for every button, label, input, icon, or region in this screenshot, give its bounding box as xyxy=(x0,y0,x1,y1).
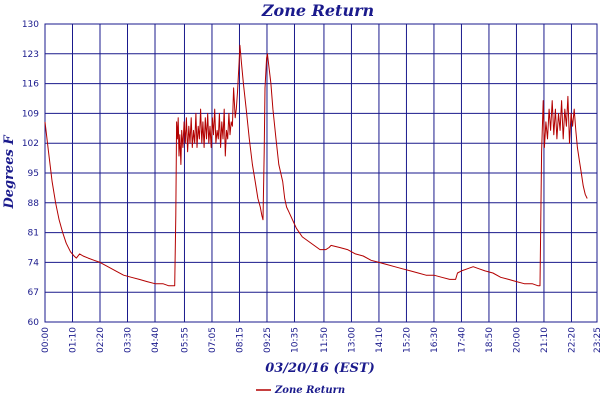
x-tick-label: 21:10 xyxy=(540,327,550,353)
x-tick-label: 02:20 xyxy=(96,327,106,353)
legend: Zone Return xyxy=(256,385,345,396)
y-tick-label: 116 xyxy=(22,80,39,90)
grid-layer xyxy=(44,23,598,323)
x-tick-label: 23:25 xyxy=(593,327,600,353)
x-tick-label: 14:10 xyxy=(375,327,385,353)
chart-title: Zone Return xyxy=(261,1,374,20)
y-tick-label: 95 xyxy=(28,169,39,179)
x-tick-label: 11:50 xyxy=(320,327,330,353)
y-tick-label: 60 xyxy=(28,318,40,328)
y-tick-label: 81 xyxy=(28,229,39,239)
plot-frame xyxy=(44,23,598,323)
x-tick-label: 10:35 xyxy=(290,327,300,353)
y-axis-title: Degrees F xyxy=(2,135,17,210)
x-tick-label: 20:00 xyxy=(512,327,522,353)
y-tick-label: 109 xyxy=(22,109,39,119)
x-tick-label: 18:50 xyxy=(485,327,495,353)
x-tick-label: 22:20 xyxy=(567,327,577,353)
x-tick-label: 13:00 xyxy=(347,327,357,353)
x-tick-label: 04:40 xyxy=(151,327,161,353)
series-line-zone-return xyxy=(44,44,588,287)
x-tick-label: 00:00 xyxy=(41,327,51,353)
y-tick-label: 102 xyxy=(22,139,39,149)
x-tick-label: 03:30 xyxy=(124,327,134,353)
y-tick-label: 67 xyxy=(28,288,39,298)
x-tick-label: 01:10 xyxy=(69,327,79,353)
y-tick-label: 123 xyxy=(22,50,39,60)
x-tick-label: 08:15 xyxy=(235,327,245,353)
x-tick-label: 07:05 xyxy=(208,327,218,353)
y-tick-labels: 60 67 74 81 88 95 102 109 116 123 130 xyxy=(22,20,39,328)
x-tick-label: 16:30 xyxy=(430,327,440,353)
x-axis-title: 03/20/16 (EST) xyxy=(265,361,375,376)
x-tick-label: 09:25 xyxy=(263,327,273,353)
series-layer xyxy=(44,44,588,287)
x-tick-labels: 00:00 01:10 02:20 03:30 04:40 05:55 07:05 08:15… xyxy=(41,327,600,353)
x-tick-label: 17:40 xyxy=(457,327,467,353)
y-tick-label: 74 xyxy=(28,258,40,268)
x-tick-label: 15:20 xyxy=(402,327,412,353)
y-tick-label: 130 xyxy=(22,20,39,30)
x-tick-label: 05:55 xyxy=(180,327,190,353)
legend-label: Zone Return xyxy=(274,385,345,396)
y-tick-label: 88 xyxy=(28,199,40,209)
